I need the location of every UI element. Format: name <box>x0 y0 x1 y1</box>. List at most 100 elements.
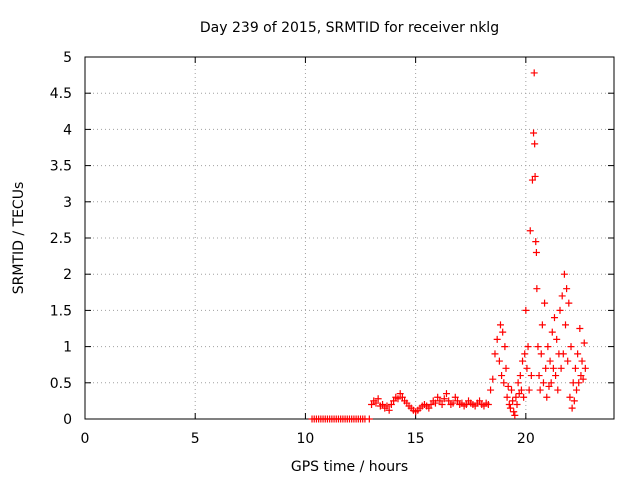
x-axis-label: GPS time / hours <box>291 459 408 475</box>
data-point <box>527 372 535 380</box>
data-point <box>528 176 536 184</box>
y-tick-label: 0 <box>63 412 72 428</box>
data-point <box>576 325 584 332</box>
data-point <box>484 401 492 409</box>
x-tick-label: 0 <box>81 431 90 447</box>
data-point <box>524 343 532 351</box>
data-point <box>536 386 544 394</box>
data-point <box>379 401 387 409</box>
data-point <box>431 399 439 407</box>
data-point <box>550 314 558 322</box>
y-tick-label: 5 <box>63 50 72 66</box>
data-point <box>542 364 550 372</box>
data-point <box>383 402 391 410</box>
data-point <box>562 321 570 329</box>
data-point <box>427 401 435 409</box>
data-point <box>436 397 444 405</box>
data-point <box>502 364 510 372</box>
data-point <box>394 395 402 403</box>
data-point <box>508 386 516 394</box>
data-point <box>523 364 531 372</box>
data-point <box>506 404 514 412</box>
data-point <box>552 372 560 380</box>
data-point <box>532 248 540 256</box>
data-point <box>476 397 484 405</box>
data-point <box>537 350 545 358</box>
data-point <box>504 382 512 390</box>
data-point <box>372 399 380 407</box>
data-point <box>515 390 523 398</box>
data-point <box>487 386 495 394</box>
data-point <box>493 335 501 343</box>
data-point <box>568 404 576 412</box>
data-point <box>556 306 564 314</box>
data-point <box>509 397 517 405</box>
data-point <box>440 395 448 403</box>
chart-title: Day 239 of 2015, SRMTID for receiver nkl… <box>200 20 499 36</box>
data-point <box>495 357 503 365</box>
data-point <box>548 328 556 336</box>
data-point <box>501 343 509 351</box>
data-point <box>390 397 398 405</box>
data-point <box>574 350 582 358</box>
data-point <box>520 393 528 401</box>
data-point <box>499 328 507 336</box>
y-tick-label: 0.5 <box>50 376 72 392</box>
data-point <box>449 399 457 407</box>
data-point <box>577 372 585 380</box>
data-point <box>534 343 542 351</box>
data-point <box>564 357 572 365</box>
x-tick-label: 20 <box>517 431 535 447</box>
grid <box>85 57 614 419</box>
data-point <box>545 382 553 390</box>
x-tick-label: 5 <box>191 431 200 447</box>
data-point <box>532 238 540 246</box>
data-point <box>531 172 539 180</box>
data-point <box>578 357 586 365</box>
data-point <box>553 335 561 343</box>
data-point <box>462 401 470 409</box>
data-point <box>365 415 373 423</box>
data-point <box>533 285 541 293</box>
data-point <box>531 140 539 148</box>
data-point <box>554 386 562 394</box>
data-point <box>512 393 520 401</box>
data-point <box>546 357 554 365</box>
data-point <box>573 386 581 394</box>
data-point <box>513 401 521 409</box>
data-point <box>571 364 579 372</box>
data-point <box>567 343 575 351</box>
y-tick-label: 3.5 <box>50 159 72 175</box>
data-point <box>558 292 566 300</box>
data-point <box>496 321 504 329</box>
data-point <box>491 350 499 358</box>
data-point <box>510 408 518 416</box>
data-point <box>511 411 519 419</box>
data-point <box>521 350 529 358</box>
data-point <box>398 393 406 401</box>
data-point <box>438 401 446 409</box>
data-point <box>549 364 557 372</box>
data-point <box>580 339 588 347</box>
data-point <box>514 379 522 387</box>
x-tick-label: 10 <box>297 431 315 447</box>
data-point <box>519 357 527 365</box>
data-point <box>454 397 462 405</box>
data-point <box>451 393 459 401</box>
data-point <box>425 404 433 412</box>
data-point <box>522 306 530 314</box>
data-point <box>442 390 450 398</box>
data-point <box>500 379 508 387</box>
data-point <box>570 397 578 405</box>
data-point <box>547 379 555 387</box>
data-point <box>396 390 404 398</box>
data-point <box>445 397 453 405</box>
y-tick-label: 1 <box>63 340 72 356</box>
data-point <box>374 395 382 403</box>
data-point <box>505 401 513 409</box>
y-tick-label: 1.5 <box>50 303 72 319</box>
y-tick-label: 3 <box>63 195 72 211</box>
data-point <box>535 372 543 380</box>
data-point <box>525 386 533 394</box>
